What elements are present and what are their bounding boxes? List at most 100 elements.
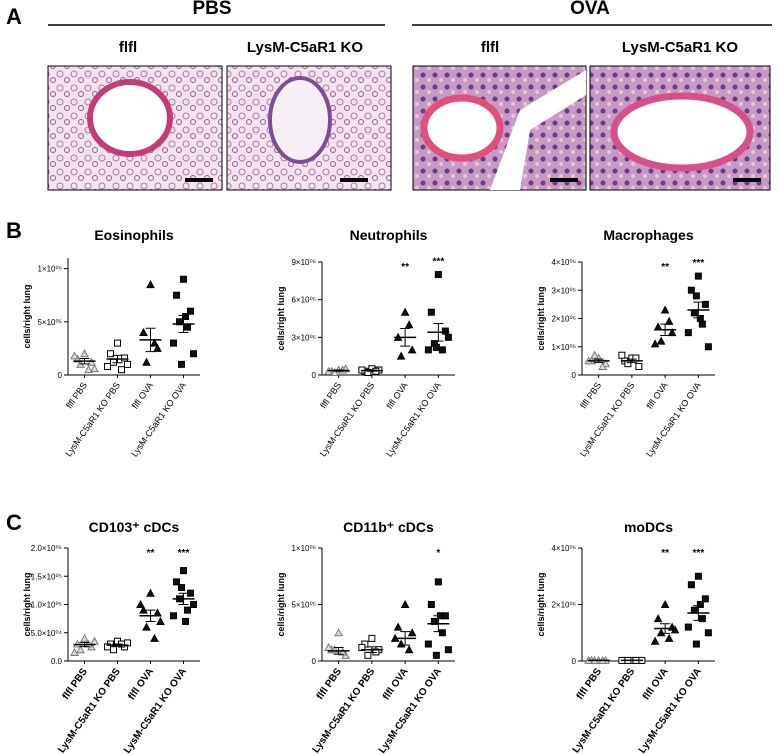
data-point xyxy=(87,357,96,366)
sem-bar xyxy=(178,592,189,605)
sem-bar xyxy=(626,358,637,364)
data-point xyxy=(664,633,674,642)
y-tick-label: 0 xyxy=(312,657,317,666)
airway xyxy=(420,94,504,162)
data-point xyxy=(698,320,706,328)
x-tick-label: flfl OVA xyxy=(644,380,669,410)
data-point xyxy=(590,350,599,359)
x-tick-label: flfl PBS xyxy=(318,380,343,410)
data-point xyxy=(432,343,440,351)
data-point xyxy=(118,366,125,374)
sem-bar xyxy=(112,354,123,364)
data-point xyxy=(334,628,343,637)
data-point xyxy=(114,339,121,347)
chart-title: Macrophages xyxy=(603,227,693,243)
chart-title: moDCs xyxy=(624,519,673,535)
data-point xyxy=(178,584,185,592)
data-point xyxy=(110,646,117,654)
data-point xyxy=(635,363,643,371)
x-tick-label: flfl PBS xyxy=(315,666,345,702)
data-point xyxy=(124,360,131,368)
data-point xyxy=(407,628,417,637)
y-tick-label: 1.5×10⁰⁵ xyxy=(31,572,62,581)
data-point xyxy=(404,320,414,329)
scale-bar xyxy=(185,178,213,182)
sem-bar xyxy=(145,327,156,353)
x-tick-label: LysM-C5aR1 KO PBS xyxy=(571,666,638,754)
data-point xyxy=(687,581,695,589)
histology-images xyxy=(47,65,771,191)
data-point xyxy=(173,578,180,586)
data-point xyxy=(70,647,79,657)
data-point xyxy=(73,639,82,648)
y-tick-label: 9×10⁰⁶ xyxy=(291,258,316,267)
data-point xyxy=(650,339,660,348)
data-point xyxy=(173,291,180,299)
x-tick-label: LysM-C5aR1 KO OVA xyxy=(377,666,444,754)
y-tick-label: 3×10⁰⁶ xyxy=(291,333,316,342)
y-tick-label: 3×10⁰⁶ xyxy=(551,286,576,295)
data-point xyxy=(80,633,89,642)
y-tick-label: 1×10⁰⁶ xyxy=(551,343,576,352)
sem-bar xyxy=(433,615,444,633)
column-label: flfl xyxy=(481,39,499,56)
data-point xyxy=(190,601,197,608)
data-point xyxy=(396,351,406,360)
y-tick-label: 4×10⁰⁶ xyxy=(551,544,576,553)
y-tick-label: 0 xyxy=(58,371,63,380)
y-axis-label: cells/right lung xyxy=(276,572,286,636)
vessel xyxy=(490,70,586,190)
column-label: flfl xyxy=(119,39,137,56)
data-point xyxy=(142,357,151,366)
data-point xyxy=(684,329,692,337)
group-label: OVA xyxy=(570,0,610,19)
data-point xyxy=(176,318,183,326)
sem-bar xyxy=(333,646,344,655)
data-point xyxy=(424,640,432,648)
significance: ** xyxy=(661,548,669,559)
data-point xyxy=(178,360,185,368)
data-point xyxy=(139,605,148,614)
y-tick-label: 5×10⁰⁵ xyxy=(37,318,62,327)
data-point xyxy=(190,350,197,358)
data-point xyxy=(444,333,452,341)
data-point xyxy=(427,308,435,316)
data-point xyxy=(598,361,607,371)
data-point xyxy=(704,343,712,351)
data-point xyxy=(650,636,660,645)
data-point xyxy=(696,601,704,608)
data-point xyxy=(170,612,177,620)
data-point xyxy=(184,323,191,331)
data-point xyxy=(704,629,712,637)
data-point xyxy=(694,272,702,280)
chart-title: Eosinophils xyxy=(94,227,174,243)
significance: *** xyxy=(693,258,705,269)
airway xyxy=(610,92,754,172)
data-point xyxy=(696,315,704,322)
y-tick-label: 4×10⁰⁶ xyxy=(551,258,576,267)
x-tick-label: flfl PBS xyxy=(64,380,89,410)
data-point xyxy=(670,625,680,634)
data-point xyxy=(76,645,85,654)
sem-bar xyxy=(145,609,156,622)
data-point xyxy=(104,643,111,651)
x-tick-label: flfl OVA xyxy=(381,666,411,702)
scale-bar xyxy=(733,178,761,182)
y-axis-label: cells/right lung xyxy=(536,286,546,350)
sem-bar xyxy=(660,323,671,336)
data-point xyxy=(184,606,191,614)
data-point xyxy=(438,346,446,354)
data-point xyxy=(656,628,666,637)
sem-bar xyxy=(400,631,411,646)
data-point xyxy=(667,328,677,337)
data-point xyxy=(153,343,162,352)
data-point xyxy=(146,280,155,289)
sem-bar xyxy=(400,328,411,347)
y-tick-label: 2×10⁰⁶ xyxy=(551,315,576,324)
data-point xyxy=(698,615,706,623)
data-point xyxy=(434,578,442,586)
scale-bar xyxy=(550,178,578,182)
significance: *** xyxy=(433,257,445,268)
data-point xyxy=(180,567,187,575)
